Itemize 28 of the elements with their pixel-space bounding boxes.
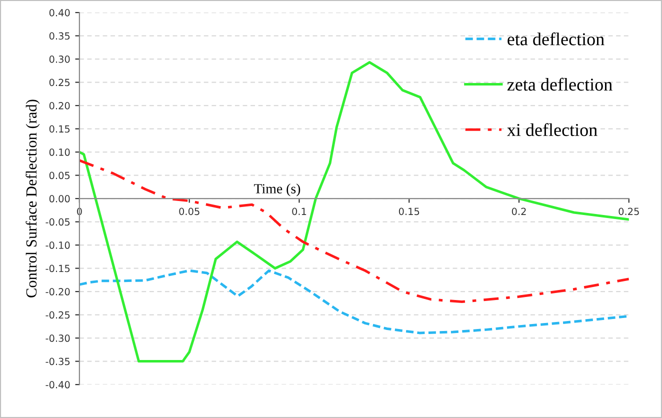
x-tick-label: 0.25 — [618, 208, 639, 216]
y-tick-label: -0.25 — [46, 311, 70, 319]
y-tick-label: 0.05 — [49, 172, 70, 180]
y-tick-label: 0.30 — [49, 56, 70, 63]
y-tick-label: -0.10 — [46, 242, 70, 249]
y-tick-label: 0.40 — [49, 9, 70, 16]
y-tick-label: -0.30 — [46, 334, 70, 342]
x-axis-title: Time (s) — [254, 184, 300, 196]
legend-label: eta deflection — [508, 32, 604, 46]
y-tick-label: -0.20 — [46, 288, 70, 296]
y-tick-label: -0.35 — [46, 358, 70, 366]
x-tick-label: 0.05 — [179, 208, 200, 216]
legend-label: xi deflection — [507, 123, 598, 136]
x-tick-label: 0.1 — [292, 208, 306, 216]
y-tick-label: 0.10 — [49, 148, 70, 156]
legend-label: zeta deflection — [507, 78, 612, 91]
y-tick-label: 0.20 — [49, 102, 70, 110]
y-axis-title: Control Surface Deflection (rad) — [26, 100, 40, 298]
x-tick-label: 0.15 — [398, 208, 420, 216]
y-tick-label: 0.35 — [49, 32, 70, 40]
y-tick-label: -0.40 — [46, 381, 70, 388]
y-tick-label: -0.15 — [46, 264, 70, 272]
x-tick-label: 0.2 — [512, 208, 526, 216]
line-series — [79, 269, 629, 334]
y-tick-label: 0.15 — [49, 125, 70, 133]
y-tick-label: 0.00 — [49, 195, 70, 202]
y-tick-label: 0.25 — [49, 78, 70, 86]
y-tick-label: -0.05 — [46, 218, 70, 226]
